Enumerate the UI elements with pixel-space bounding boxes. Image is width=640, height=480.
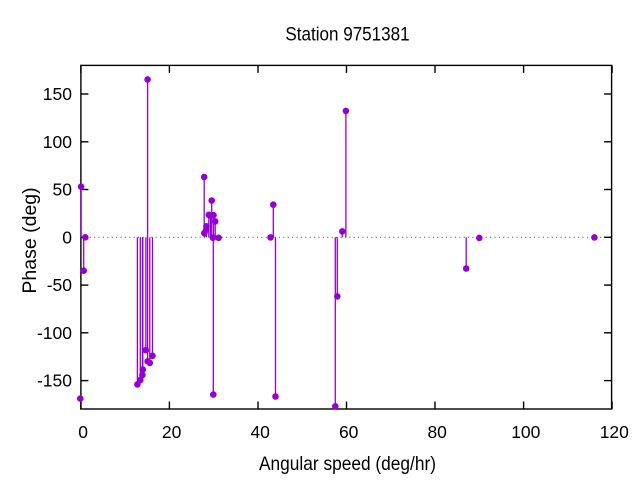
svg-text:50: 50: [53, 180, 73, 200]
svg-text:80: 80: [427, 422, 447, 442]
svg-text:100: 100: [511, 422, 540, 442]
svg-text:Angular speed (deg/hr): Angular speed (deg/hr): [259, 453, 436, 475]
svg-text:100: 100: [43, 132, 72, 152]
svg-text:120: 120: [600, 422, 629, 442]
svg-text:Phase (deg): Phase (deg): [19, 187, 41, 293]
svg-text:0: 0: [78, 422, 88, 442]
svg-text:0: 0: [62, 227, 72, 247]
svg-text:-50: -50: [47, 275, 73, 295]
svg-text:40: 40: [250, 422, 270, 442]
svg-text:-100: -100: [37, 323, 72, 343]
svg-text:60: 60: [339, 422, 359, 442]
svg-text:150: 150: [43, 84, 72, 104]
svg-text:-150: -150: [37, 371, 72, 391]
svg-text:20: 20: [162, 422, 182, 442]
svg-text:Station 9751381: Station 9751381: [285, 24, 409, 46]
